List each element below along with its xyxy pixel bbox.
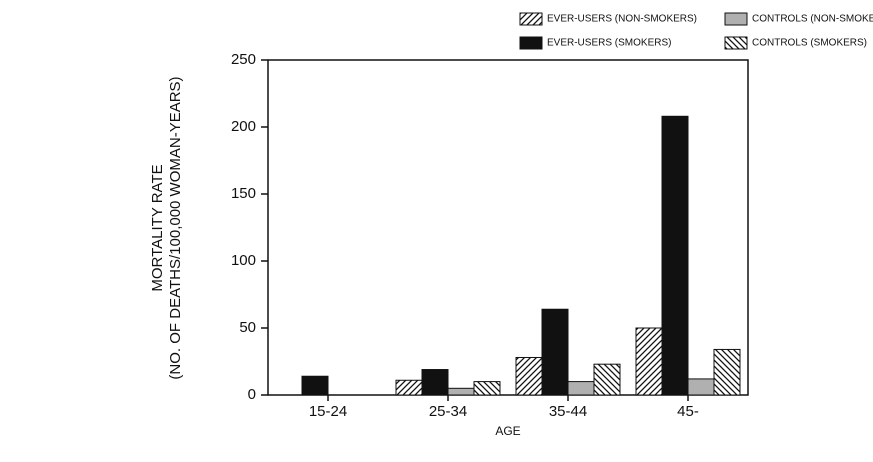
y-tick-label: 0 (248, 386, 256, 403)
bar (447, 387, 475, 396)
x-tick-label: 15-24 (309, 403, 347, 420)
y-tick-label: 200 (231, 118, 256, 135)
x-axis-label: AGE (495, 424, 520, 438)
bar (713, 348, 741, 396)
legend-label: EVER-USERS (SMOKERS) (547, 38, 671, 49)
legend-swatch (519, 36, 543, 50)
bar (473, 381, 501, 396)
plot-frame (267, 59, 749, 396)
legend-label: EVER-USERS (NON-SMOKERS) (547, 14, 697, 25)
y-tick-label: 50 (239, 319, 256, 336)
y-tick-label: 250 (231, 51, 256, 68)
bar (567, 381, 595, 396)
y-tick-label: 150 (231, 185, 256, 202)
bar (541, 308, 569, 396)
legend-label: CONTROLS (SMOKERS) (752, 38, 867, 49)
y-axis-label: MORTALITY RATE (149, 164, 166, 291)
bar (661, 115, 689, 396)
legend-swatch (724, 36, 748, 50)
bar (421, 369, 449, 396)
bar (395, 379, 423, 396)
x-tick-label: 45- (677, 403, 699, 420)
bar (593, 363, 621, 396)
bar (301, 375, 329, 396)
bar (687, 378, 715, 396)
bar (515, 356, 543, 396)
y-tick-label: 100 (231, 252, 256, 269)
x-tick-label: 35-44 (549, 403, 587, 420)
legend-swatch (519, 12, 543, 26)
bar (635, 327, 663, 396)
legend-swatch (724, 12, 748, 26)
x-tick-label: 25-34 (429, 403, 467, 420)
y-axis-label: (NO. OF DEATHS/100,000 WOMAN-YEARS) (167, 76, 184, 379)
legend-label: CONTROLS (NON-SMOKERS) (752, 14, 873, 25)
